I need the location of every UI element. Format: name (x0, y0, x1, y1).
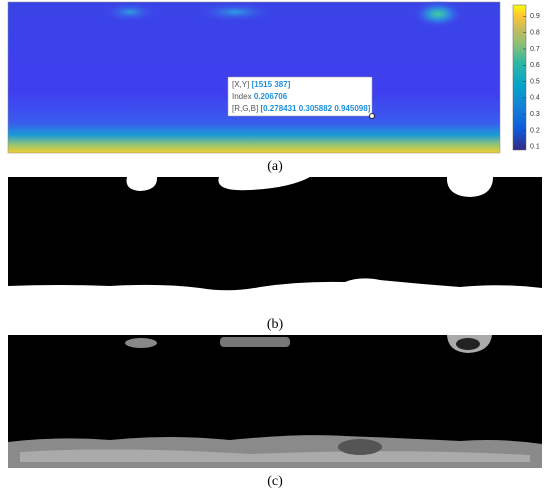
tip-label: [R,G,B] (232, 104, 258, 113)
colorbar-tick-label: 0.9 (530, 13, 540, 20)
caption: (b) (267, 317, 284, 332)
colorbar-tick-label: 0.7 (530, 46, 540, 53)
colorbar-tick-label: 0.5 (530, 78, 540, 85)
tip-label: [X,Y] (232, 80, 249, 89)
tip-value: 0.206706 (254, 92, 288, 101)
datatip: [X,Y] [1515 387] Index 0.206706 [R,G,B] … (227, 76, 375, 119)
colorbar-tick-label: 0.6 (530, 62, 540, 69)
tip-value: [1515 387] (252, 80, 291, 89)
colorbar-tick-label: 0.1 (530, 144, 540, 151)
colorbar-tick-label: 0.4 (530, 95, 540, 102)
colorbar-ticks: 0.1 0.2 0.3 0.4 0.5 0.6 0.7 0.8 0.9 (523, 13, 540, 151)
tip-value: [0.278431 0.305882 0.945098] (260, 104, 370, 113)
heatmap (7, 0, 501, 154)
colorbar (512, 4, 527, 151)
grayscale-image (8, 335, 542, 468)
mask-image (8, 177, 542, 312)
colorbar-tick-label: 0.8 (530, 30, 540, 37)
caption: (a) (267, 159, 283, 174)
tip-label: Index (232, 92, 252, 101)
caption: (c) (267, 474, 283, 489)
datatip-row: [X,Y] [1515 387] (232, 80, 291, 89)
datatip-row: Index 0.206706 (232, 92, 288, 101)
colorbar-tick-label: 0.3 (530, 111, 540, 118)
datatip-row: [R,G,B] [0.278431 0.305882 0.945098] (232, 104, 371, 113)
colorbar-tick-label: 0.2 (530, 127, 540, 134)
